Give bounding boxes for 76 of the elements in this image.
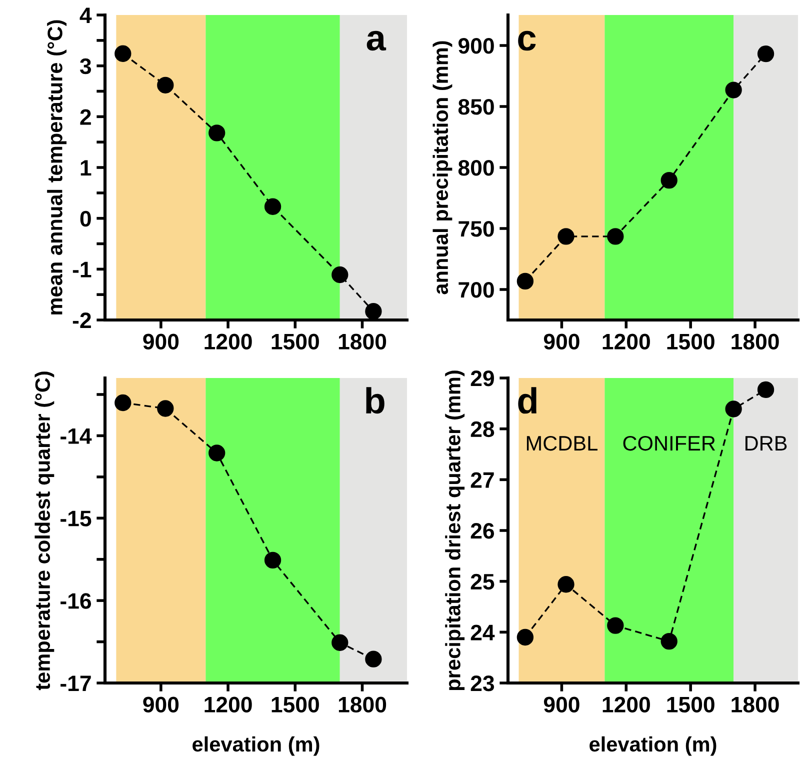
point [725, 82, 742, 98]
point [332, 266, 348, 284]
point [332, 634, 348, 651]
point [157, 400, 174, 417]
y-tick-label: 0 [80, 210, 91, 227]
x-tick-label: 1800 [732, 334, 779, 350]
y-tick-label: 1 [80, 160, 92, 176]
y-tick-label: 29 [470, 370, 494, 386]
y-tick-label: 25 [470, 574, 494, 590]
x-tick-label: 900 [143, 696, 179, 713]
point [757, 381, 774, 398]
y-tick-label: -1 [72, 262, 92, 278]
x-tick-label: 900 [143, 334, 179, 350]
y-tick-label: 28 [470, 421, 494, 438]
chart-title: a [366, 30, 386, 51]
x-tick-label: 1800 [338, 334, 386, 350]
point [208, 124, 226, 142]
point [607, 228, 624, 245]
y-tick-label: 4 [80, 8, 92, 24]
point [607, 617, 624, 634]
point [264, 198, 282, 215]
point [757, 45, 774, 62]
point [660, 632, 678, 650]
band-label: DRB [745, 436, 787, 450]
y-axis-title: temperature coldest quarter (°C) [34, 372, 54, 690]
chart-title: c [518, 30, 536, 51]
point [365, 650, 382, 668]
point [365, 303, 382, 320]
y-tick-label: -16 [60, 593, 92, 609]
point [114, 45, 132, 62]
x-tick-label: 1200 [204, 696, 252, 713]
x-tick-label: 900 [544, 696, 580, 713]
y-tick-label: 2 [80, 109, 91, 125]
y-tick-label: 3 [80, 58, 92, 74]
y-tick-label: 24 [470, 624, 495, 640]
point [264, 552, 282, 569]
x-tick-label: 1800 [732, 696, 779, 713]
y-axis-title: annual precipitation (mm) [432, 41, 452, 294]
y-tick-label: 750 [458, 221, 494, 237]
x-tick-label: 1200 [204, 334, 252, 350]
y-tick-label: -2 [72, 312, 91, 328]
y-tick-label: 27 [470, 472, 494, 488]
point [725, 400, 742, 418]
y-tick-label: 900 [458, 38, 494, 54]
y-axis-title: mean annual temperature (°C) [47, 20, 66, 314]
point [516, 628, 534, 646]
point [114, 394, 132, 412]
x-tick-label: 1200 [602, 696, 650, 713]
band-label: CONIFER [623, 436, 716, 451]
x-tick-label: 1500 [272, 696, 319, 713]
point [660, 172, 678, 189]
x-tick-label: 1500 [667, 334, 714, 350]
y-tick-label: 800 [458, 160, 494, 176]
y-tick-label: -15 [60, 510, 92, 526]
x-tick-label: 900 [544, 334, 580, 350]
x-axis-title: elevation (m) [590, 736, 716, 756]
chart-title: b [366, 387, 384, 414]
band-label: MCDBL [526, 436, 598, 451]
point [157, 76, 174, 94]
y-tick-label: -14 [60, 428, 92, 444]
point [558, 576, 574, 593]
y-tick-label: -17 [60, 676, 91, 692]
y-axis-title: precipitation driest quarter (mm) [445, 370, 465, 690]
y-tick-label: 700 [458, 282, 494, 298]
point [558, 228, 574, 245]
x-tick-label: 1500 [272, 334, 319, 350]
x-tick-label: 1500 [667, 696, 714, 713]
x-tick-label: 1800 [338, 696, 386, 713]
x-axis-title: elevation (m) [192, 736, 320, 756]
y-tick-label: 26 [470, 523, 494, 539]
chart-title: d [518, 387, 536, 414]
y-tick-label: 23 [470, 676, 494, 692]
point [516, 272, 534, 290]
y-tick-label: 850 [458, 99, 494, 115]
point [208, 444, 226, 462]
x-tick-label: 1200 [602, 334, 650, 350]
